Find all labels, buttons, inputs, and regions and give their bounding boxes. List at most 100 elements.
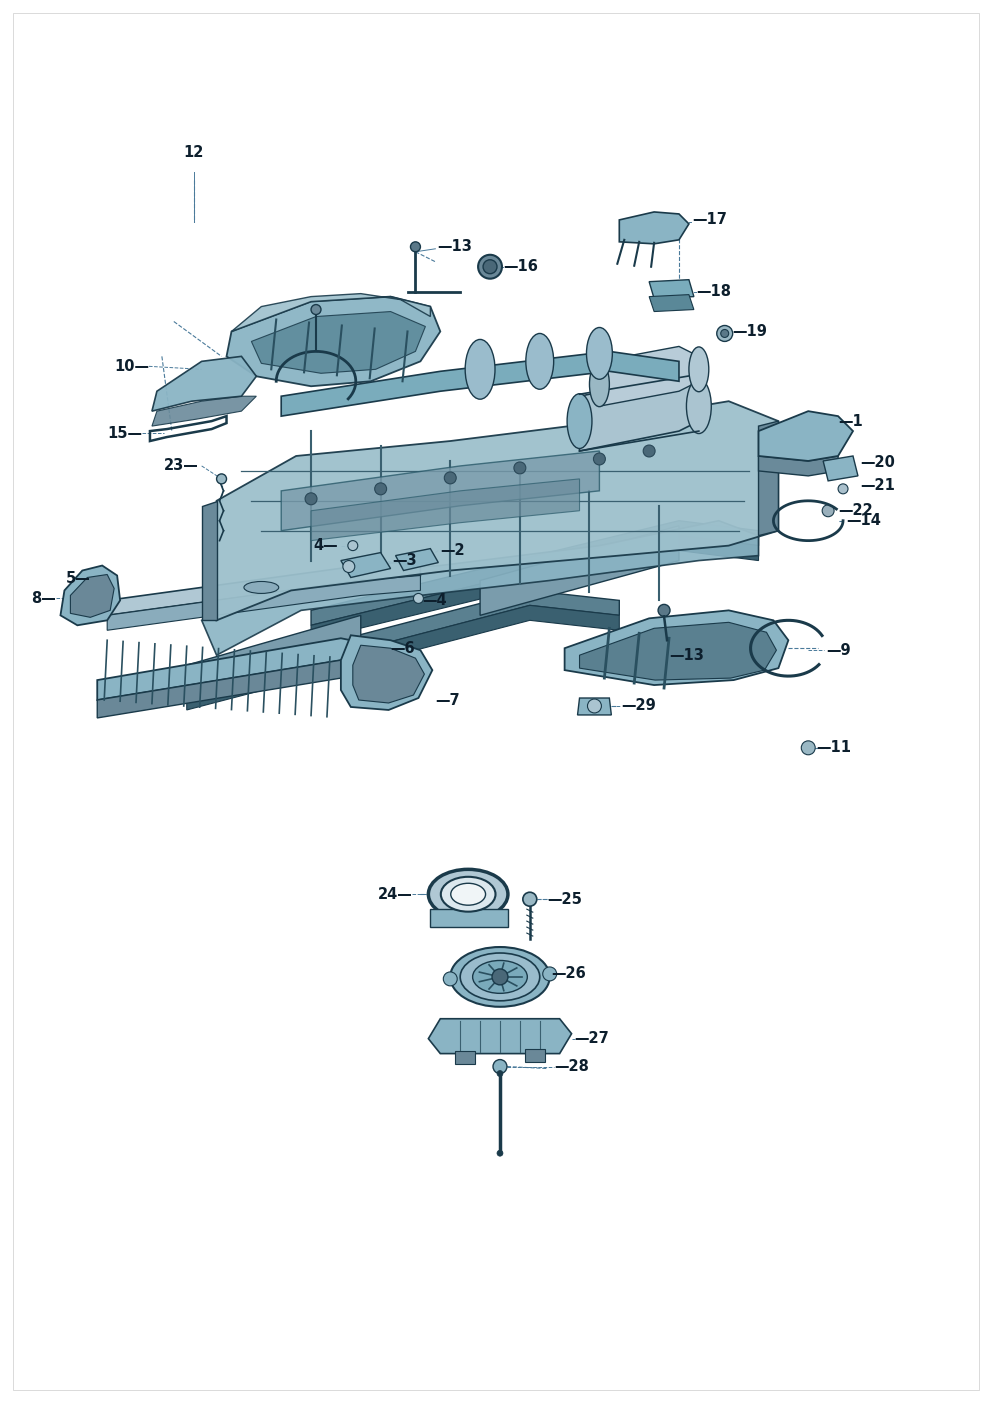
Text: —14: —14 — [846, 513, 881, 528]
Text: —29: —29 — [621, 699, 656, 714]
Text: —6: —6 — [391, 641, 416, 655]
Polygon shape — [599, 347, 698, 407]
Polygon shape — [186, 616, 361, 700]
Text: —11: —11 — [816, 741, 851, 755]
Circle shape — [523, 892, 537, 906]
Ellipse shape — [586, 327, 612, 379]
Circle shape — [514, 462, 526, 474]
Circle shape — [643, 445, 655, 457]
Circle shape — [444, 471, 456, 484]
Circle shape — [343, 561, 355, 572]
Polygon shape — [579, 623, 777, 680]
Text: —3: —3 — [393, 553, 418, 568]
Circle shape — [543, 967, 557, 981]
Text: —22: —22 — [838, 504, 873, 518]
Text: —1: —1 — [838, 414, 863, 428]
Circle shape — [375, 483, 387, 495]
Ellipse shape — [688, 347, 709, 391]
Text: 4—: 4— — [313, 539, 338, 553]
Text: 23—: 23— — [164, 459, 198, 473]
Text: —18: —18 — [695, 285, 731, 299]
Ellipse shape — [244, 581, 279, 593]
Polygon shape — [341, 636, 433, 710]
Text: 24—: 24— — [378, 887, 413, 902]
Text: —2: —2 — [440, 543, 465, 558]
Polygon shape — [431, 909, 508, 927]
Circle shape — [717, 325, 733, 341]
Polygon shape — [201, 521, 759, 655]
Circle shape — [478, 255, 502, 279]
Circle shape — [658, 605, 670, 616]
Polygon shape — [186, 591, 619, 694]
Polygon shape — [619, 212, 688, 244]
Ellipse shape — [465, 340, 495, 400]
Polygon shape — [341, 553, 391, 578]
Circle shape — [587, 699, 601, 713]
Circle shape — [497, 1150, 503, 1156]
Text: —20: —20 — [860, 456, 895, 470]
Text: 12: 12 — [184, 145, 204, 160]
Circle shape — [411, 241, 421, 251]
Text: —4: —4 — [423, 593, 447, 607]
Polygon shape — [564, 610, 789, 685]
Text: —13: —13 — [437, 240, 472, 254]
Circle shape — [492, 969, 508, 985]
Circle shape — [822, 505, 834, 516]
Circle shape — [311, 304, 321, 314]
Polygon shape — [649, 279, 693, 299]
Text: —19: —19 — [733, 324, 768, 340]
Polygon shape — [353, 645, 425, 703]
Polygon shape — [649, 295, 693, 311]
Polygon shape — [311, 478, 579, 540]
Polygon shape — [281, 351, 679, 417]
Ellipse shape — [429, 870, 508, 919]
Text: 5—: 5— — [65, 571, 90, 586]
Polygon shape — [311, 521, 759, 626]
Circle shape — [483, 260, 497, 274]
Polygon shape — [97, 661, 396, 718]
Text: —17: —17 — [691, 212, 727, 227]
Polygon shape — [97, 638, 396, 700]
Polygon shape — [107, 575, 421, 630]
Polygon shape — [759, 421, 779, 536]
Polygon shape — [396, 549, 438, 571]
Ellipse shape — [567, 394, 592, 449]
Circle shape — [348, 540, 358, 550]
Text: —26: —26 — [552, 967, 586, 982]
Polygon shape — [231, 293, 431, 331]
Polygon shape — [186, 605, 619, 710]
Polygon shape — [251, 311, 426, 373]
Polygon shape — [429, 1019, 571, 1054]
Text: —13: —13 — [669, 648, 704, 662]
Text: —21: —21 — [860, 478, 895, 494]
Circle shape — [497, 1070, 503, 1076]
Circle shape — [593, 453, 605, 464]
Ellipse shape — [460, 953, 540, 1000]
Circle shape — [306, 492, 317, 505]
Polygon shape — [759, 411, 853, 462]
Ellipse shape — [450, 884, 485, 905]
Circle shape — [414, 593, 424, 603]
Ellipse shape — [589, 362, 609, 407]
Polygon shape — [480, 526, 679, 616]
Circle shape — [216, 474, 226, 484]
Text: —9: —9 — [826, 643, 851, 658]
Polygon shape — [70, 574, 114, 617]
Polygon shape — [201, 501, 216, 620]
Circle shape — [443, 972, 457, 986]
Text: —25: —25 — [548, 892, 582, 906]
Polygon shape — [216, 401, 779, 620]
Text: 10—: 10— — [114, 359, 149, 373]
Polygon shape — [455, 1051, 475, 1063]
Polygon shape — [226, 296, 440, 386]
Text: 15—: 15— — [107, 425, 142, 441]
Ellipse shape — [450, 947, 550, 1007]
Ellipse shape — [526, 334, 554, 389]
Circle shape — [838, 484, 848, 494]
Polygon shape — [759, 456, 838, 476]
Polygon shape — [525, 1048, 545, 1062]
Polygon shape — [61, 565, 120, 626]
Polygon shape — [823, 456, 858, 481]
Polygon shape — [281, 450, 599, 530]
Text: —27: —27 — [574, 1031, 609, 1047]
